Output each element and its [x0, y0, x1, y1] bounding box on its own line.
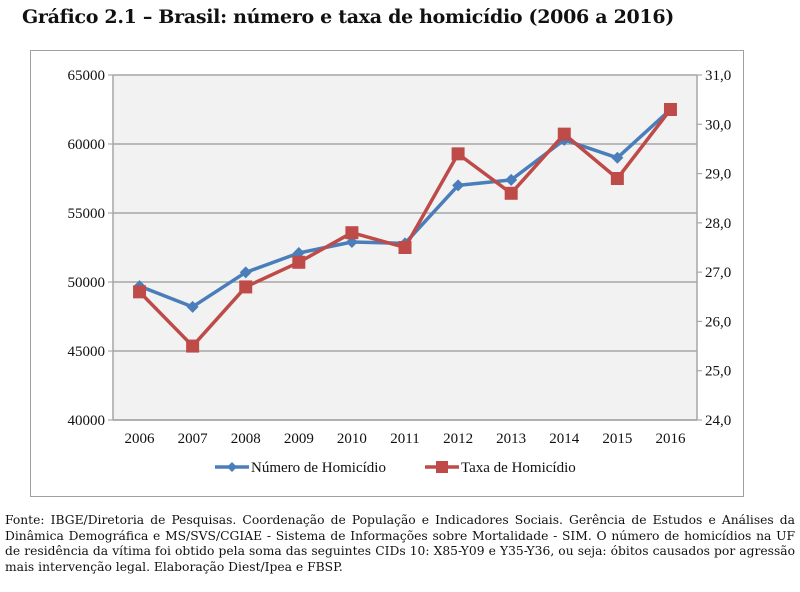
right-tick-label: 24,0 [705, 413, 731, 429]
data-point-taxa [133, 285, 147, 299]
data-point-numero [505, 173, 518, 186]
x-tick-label: 2014 [549, 431, 580, 447]
data-point-taxa [398, 241, 412, 254]
left-tick-label: 65000 [68, 68, 106, 84]
data-point-numero [452, 179, 465, 192]
data-point-numero [186, 300, 199, 313]
left-tick-label: 60000 [68, 137, 106, 153]
data-point-taxa [504, 186, 518, 200]
legend-marker-square [436, 461, 448, 473]
x-tick-label: 2006 [125, 431, 156, 447]
data-point-taxa [345, 226, 359, 240]
data-point-numero [611, 151, 624, 164]
x-tick-label: 2009 [284, 431, 314, 447]
line-chart: 40000 45000 50000 55000 60000 65000 24,0 25,0 26… [68, 68, 732, 476]
data-point-taxa [239, 280, 253, 294]
data-point-taxa [292, 255, 306, 269]
x-tick-label: 2013 [496, 431, 526, 447]
left-tick-label: 50000 [68, 275, 106, 291]
data-point-numero [239, 266, 252, 279]
right-tick-label: 25,0 [705, 364, 731, 380]
right-tick-label: 26,0 [705, 314, 731, 330]
x-tick-label: 2007 [178, 431, 209, 447]
data-point-taxa [610, 172, 624, 185]
x-tick-label: 2012 [443, 431, 473, 447]
x-tick-label: 2011 [390, 431, 419, 447]
x-tick-label: 2016 [655, 431, 686, 447]
legend-label: Taxa de Homicídio [461, 460, 576, 476]
legend-marker-diamond [227, 462, 237, 472]
x-tick-label: 2008 [231, 431, 261, 447]
right-tick-label: 30,0 [705, 117, 731, 133]
right-tick-label: 29,0 [705, 167, 731, 183]
data-point-taxa [557, 127, 571, 141]
x-tick-label: 2010 [337, 431, 367, 447]
legend-label: Número de Homicídio [251, 460, 386, 476]
data-point-taxa [186, 339, 200, 353]
right-tick-label: 28,0 [705, 216, 731, 232]
left-tick-label: 45000 [68, 344, 106, 360]
data-point-taxa [451, 147, 465, 161]
chart-title: Gráfico 2.1 – Brasil: número e taxa de h… [22, 6, 674, 28]
right-tick-label: 31,0 [705, 68, 731, 84]
x-tick-label: 2015 [602, 431, 632, 447]
left-tick-label: 55000 [68, 206, 106, 222]
source-note: Fonte: IBGE/Diretoria de Pesquisas. Coor… [5, 513, 795, 574]
left-tick-label: 40000 [68, 413, 106, 429]
right-tick-label: 27,0 [705, 265, 731, 281]
data-point-taxa [663, 103, 677, 116]
